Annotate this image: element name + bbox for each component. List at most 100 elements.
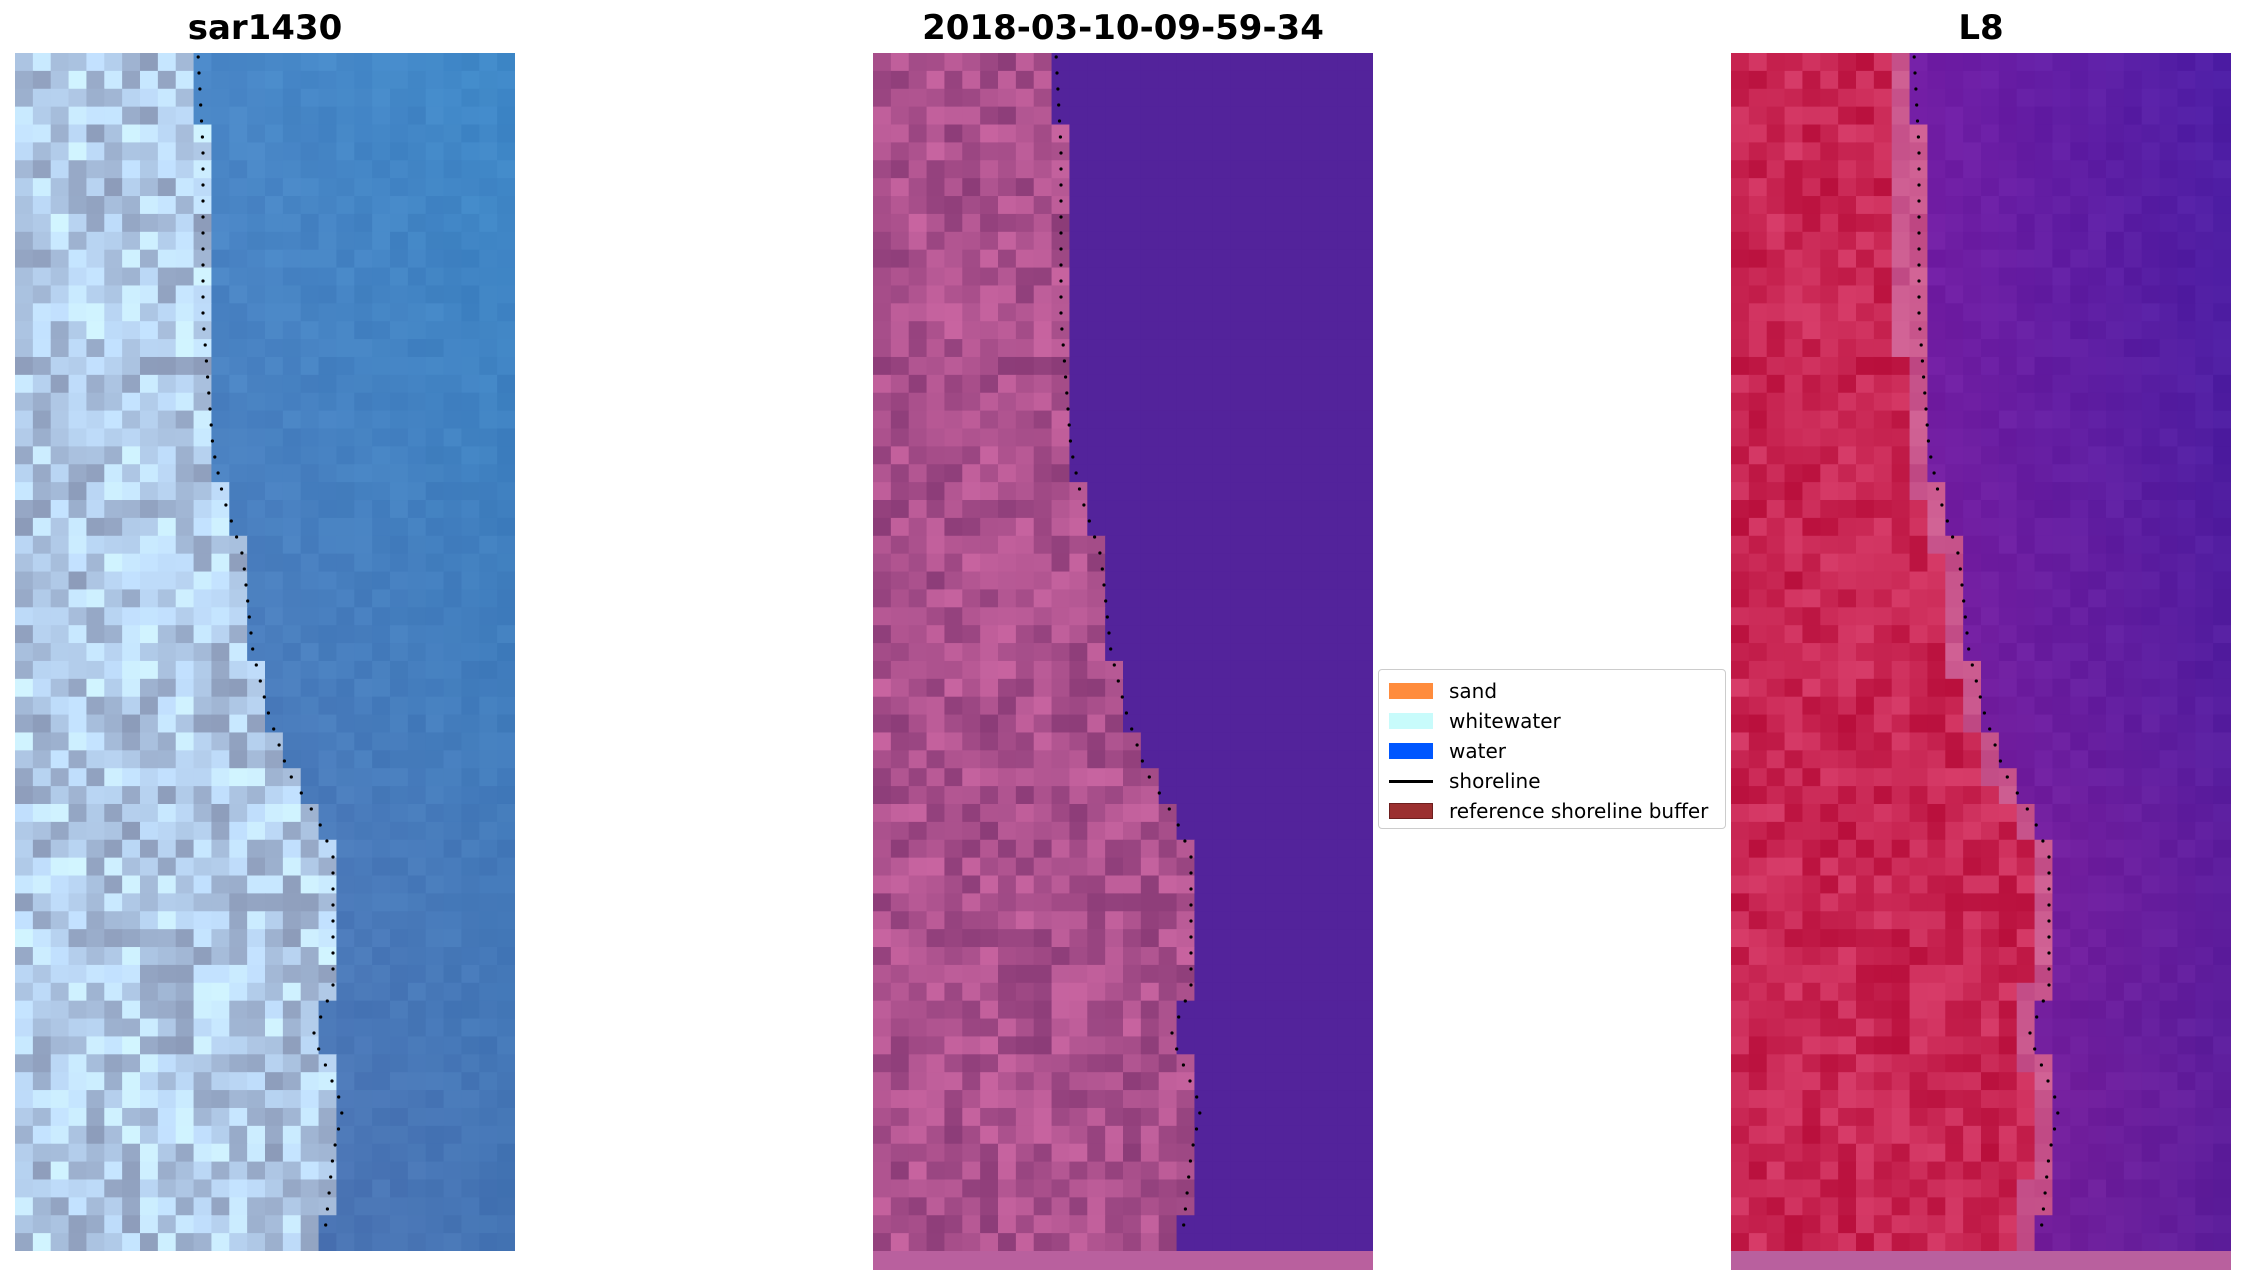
image-pixel <box>443 410 463 430</box>
shoreline-dot <box>1124 711 1128 715</box>
image-pixel <box>944 535 963 555</box>
image-pixel <box>336 571 355 591</box>
image-pixel <box>497 625 515 644</box>
image-pixel <box>1981 88 2000 108</box>
image-pixel <box>998 553 1017 573</box>
image-pixel <box>1015 142 1035 161</box>
image-pixel <box>1909 231 1929 251</box>
image-pixel <box>908 303 928 322</box>
image-pixel <box>175 589 195 608</box>
image-pixel <box>1194 803 1213 823</box>
image-pixel <box>1927 482 1946 501</box>
image-pixel <box>1301 768 1321 787</box>
image-pixel <box>1265 929 1285 948</box>
image-pixel <box>1319 607 1338 626</box>
image-pixel <box>2177 178 2196 197</box>
image-pixel <box>1963 464 1982 483</box>
image-pixel <box>300 213 320 233</box>
image-pixel <box>2070 714 2089 734</box>
image-pixel <box>1015 553 1035 573</box>
image-pixel <box>443 428 463 447</box>
image-pixel <box>1731 303 1750 322</box>
image-pixel <box>2177 553 2196 573</box>
image-pixel <box>336 589 355 608</box>
image-pixel <box>229 1072 248 1091</box>
image-pixel <box>962 911 981 930</box>
image-pixel <box>2052 660 2071 680</box>
image-pixel <box>962 446 981 465</box>
image-pixel <box>2195 374 2214 394</box>
image-pixel <box>1319 589 1338 608</box>
image-pixel <box>425 947 445 966</box>
shoreline-dot <box>1198 1111 1202 1115</box>
image-pixel <box>1337 482 1356 501</box>
image-pixel <box>1105 678 1124 698</box>
image-pixel <box>1158 178 1178 197</box>
image-pixel <box>1283 1197 1303 1216</box>
image-pixel <box>1319 750 1338 769</box>
image-pixel <box>229 696 248 716</box>
image-pixel <box>32 1233 52 1251</box>
image-pixel <box>407 929 427 948</box>
image-pixel <box>1051 1143 1071 1163</box>
image-pixel <box>1105 446 1124 465</box>
image-pixel <box>2213 517 2231 537</box>
image-pixel <box>122 589 141 608</box>
image-pixel <box>1963 696 1982 716</box>
image-pixel <box>175 88 195 108</box>
image-pixel <box>2088 213 2107 233</box>
image-pixel <box>32 124 52 143</box>
image-pixel <box>1212 875 1231 894</box>
image-pixel <box>2123 660 2143 680</box>
image-pixel <box>140 517 159 537</box>
image-pixel <box>193 106 213 126</box>
image-pixel <box>15 660 34 680</box>
image-pixel <box>2088 70 2107 90</box>
image-pixel <box>1748 410 1768 430</box>
image-pixel <box>407 231 427 251</box>
image-pixel <box>318 196 338 215</box>
image-pixel <box>104 1090 123 1109</box>
image-pixel <box>425 1072 445 1091</box>
image-pixel <box>193 517 213 537</box>
image-pixel <box>1337 893 1356 912</box>
image-pixel <box>336 231 355 251</box>
shoreline-dot <box>199 103 203 107</box>
shoreline-dot <box>1068 439 1072 443</box>
image-pixel <box>68 1125 88 1145</box>
image-pixel <box>122 821 141 841</box>
image-pixel <box>354 249 373 269</box>
image-pixel <box>980 70 999 90</box>
shoreline-dot <box>1059 199 1063 203</box>
image-pixel <box>1087 911 1106 930</box>
image-pixel <box>1748 607 1768 626</box>
image-pixel <box>926 553 946 573</box>
shoreline-dot <box>1135 743 1139 747</box>
image-pixel <box>300 517 320 537</box>
image-pixel <box>2034 571 2054 591</box>
image-pixel <box>2213 696 2231 716</box>
image-pixel <box>354 196 373 215</box>
image-pixel <box>2141 571 2161 591</box>
image-pixel <box>104 1215 123 1234</box>
image-pixel <box>229 500 248 519</box>
image-pixel <box>1301 321 1321 340</box>
image-pixel <box>211 231 230 251</box>
image-pixel <box>944 106 963 126</box>
image-pixel <box>229 1161 248 1181</box>
image-pixel <box>1731 625 1750 644</box>
image-pixel <box>1981 714 2000 734</box>
image-pixel <box>2123 124 2143 143</box>
image-pixel <box>265 392 284 412</box>
image-pixel <box>1248 821 1267 841</box>
image-pixel <box>1873 446 1893 465</box>
image-pixel <box>390 607 409 626</box>
image-pixel <box>336 732 355 751</box>
image-pixel <box>497 374 515 394</box>
image-pixel <box>962 500 981 519</box>
image-pixel <box>122 1197 141 1216</box>
image-pixel <box>1230 446 1249 465</box>
image-pixel <box>300 249 320 269</box>
image-pixel <box>247 88 266 108</box>
image-pixel <box>86 1161 105 1181</box>
